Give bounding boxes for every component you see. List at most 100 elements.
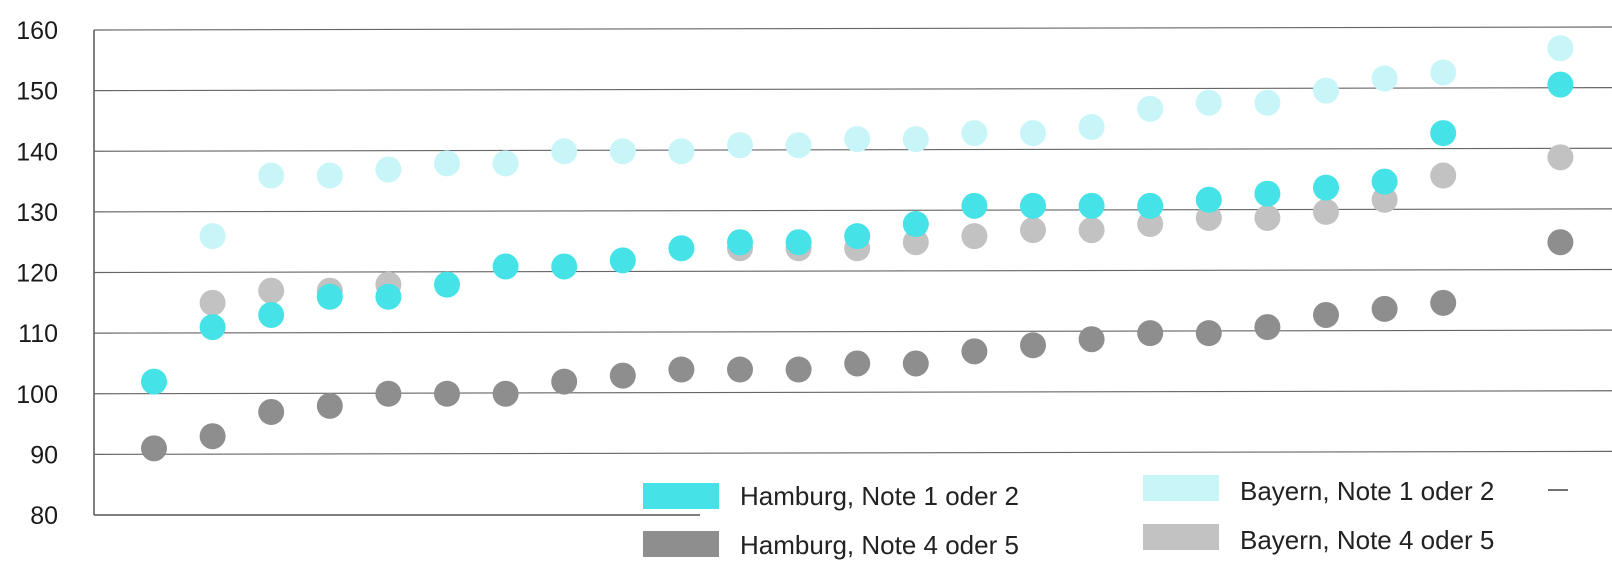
data-point-bayern-note-1-oder-2 [375,156,402,183]
legend-swatch-hamburg-note-1-oder-2 [643,483,719,509]
data-point-bayern-note-1-oder-2 [1020,120,1046,147]
y-tick-label: 150 [16,78,58,106]
data-point-bayern-note-4-oder-5 [902,229,929,256]
data-point-bayern-note-4-oder-5 [1137,211,1164,237]
legend-label-bayern-note-1-oder-2: Bayern, Note 1 oder 2 [1240,476,1494,506]
data-point-hamburg-note-1-oder-2 [375,283,402,310]
data-point-bayern-note-1-oder-2 [668,138,695,165]
data-point-hamburg-note-4-oder-5 [727,356,753,383]
chart-grid [93,26,1612,516]
data-point-hamburg-note-4-oder-5 [316,392,343,419]
data-point-bayern-note-1-oder-2 [1254,89,1281,116]
data-point-bayern-note-1-oder-2 [609,138,636,165]
legend-label-hamburg-note-1-oder-2: Hamburg, Note 1 oder 2 [740,481,1019,511]
gridline [93,87,1612,92]
data-point-bayern-note-1-oder-2 [961,120,988,147]
data-point-hamburg-note-1-oder-2 [199,314,226,341]
data-point-hamburg-note-1-oder-2 [961,192,988,219]
data-point-bayern-note-1-oder-2 [258,162,285,189]
data-point-bayern-note-1-oder-2 [1137,95,1164,122]
data-point-hamburg-note-4-oder-5 [1195,320,1222,347]
data-point-hamburg-note-4-oder-5 [1547,229,1574,256]
data-point-hamburg-note-4-oder-5 [609,362,636,389]
gridline [93,268,1612,274]
data-point-hamburg-note-1-oder-2 [668,235,695,262]
legend-swatch-bayern-note-1-oder-2 [1143,475,1219,501]
data-point-hamburg-note-4-oder-5 [844,350,871,377]
data-point-hamburg-note-4-oder-5 [141,435,167,462]
data-point-hamburg-note-4-oder-5 [1254,314,1281,341]
data-point-bayern-note-4-oder-5 [1195,204,1222,231]
data-point-bayern-note-1-oder-2 [1547,35,1574,62]
data-point-bayern-note-1-oder-2 [551,138,578,165]
gridline [93,390,1612,395]
data-point-bayern-note-4-oder-5 [1430,162,1457,189]
y-tick-label: 140 [16,138,58,166]
data-point-hamburg-note-4-oder-5 [551,368,578,395]
data-point-hamburg-note-4-oder-5 [1371,295,1398,322]
data-point-bayern-note-4-oder-5 [258,277,285,304]
data-point-hamburg-note-1-oder-2 [1020,192,1046,219]
data-point-bayern-note-1-oder-2 [1430,59,1457,86]
data-point-bayern-note-1-oder-2 [902,126,929,153]
data-point-hamburg-note-1-oder-2 [551,253,578,280]
legend-swatch-hamburg-note-4-oder-5 [643,531,719,557]
data-point-bayern-note-1-oder-2 [199,223,226,250]
y-tick-label: 110 [18,320,58,348]
data-point-bayern-note-4-oder-5 [1020,217,1046,244]
data-point-bayern-note-4-oder-5 [199,289,226,316]
data-point-hamburg-note-1-oder-2 [785,229,812,256]
data-point-hamburg-note-4-oder-5 [1137,320,1164,347]
data-point-hamburg-note-1-oder-2 [727,229,753,256]
y-tick-label: 160 [16,17,58,45]
data-point-hamburg-note-4-oder-5 [1078,326,1105,353]
legend-swatch-bayern-note-4-oder-5 [1143,524,1219,550]
data-point-hamburg-note-4-oder-5 [961,338,988,365]
data-point-bayern-note-4-oder-5 [961,223,988,250]
data-point-bayern-note-4-oder-5 [1547,144,1574,171]
data-point-hamburg-note-1-oder-2 [609,247,636,274]
data-point-hamburg-note-1-oder-2 [258,301,285,328]
data-point-bayern-note-1-oder-2 [1078,114,1105,140]
y-axis: 80 90 100 110 120 130 140 150 160 [16,17,58,530]
data-point-bayern-note-1-oder-2 [1313,77,1339,104]
data-point-hamburg-note-1-oder-2 [1195,186,1222,213]
data-point-hamburg-note-1-oder-2 [1078,192,1105,219]
data-point-bayern-note-4-oder-5 [1254,204,1281,231]
legend-label-hamburg-note-4-oder-5: Hamburg, Note 4 oder 5 [740,530,1019,560]
data-point-hamburg-note-1-oder-2 [1371,168,1398,195]
data-point-bayern-note-1-oder-2 [844,126,871,153]
data-point-hamburg-note-4-oder-5 [375,380,402,407]
gridline [93,208,1612,213]
data-point-hamburg-note-1-oder-2 [492,253,519,280]
y-tick-label: 80 [30,502,58,530]
data-point-hamburg-note-1-oder-2 [902,211,929,237]
data-point-hamburg-note-1-oder-2 [1254,180,1281,207]
data-point-bayern-note-4-oder-5 [1371,186,1398,213]
legend-label-bayern-note-4-oder-5: Bayern, Note 4 oder 5 [1240,525,1494,555]
data-point-hamburg-note-4-oder-5 [1430,289,1457,316]
data-point-hamburg-note-4-oder-5 [492,380,519,407]
data-point-bayern-note-1-oder-2 [785,132,812,159]
data-point-hamburg-note-1-oder-2 [1313,174,1339,201]
y-tick-label: 120 [16,260,58,288]
y-tick-label: 100 [16,381,58,409]
data-point-hamburg-note-1-oder-2 [141,368,167,395]
gridline [93,329,1612,334]
data-point-hamburg-note-1-oder-2 [844,223,871,250]
data-point-hamburg-note-4-oder-5 [668,356,695,383]
data-point-hamburg-note-1-oder-2 [1137,192,1164,219]
gridline [93,26,1612,31]
data-point-hamburg-note-4-oder-5 [1313,301,1339,328]
data-point-hamburg-note-1-oder-2 [316,283,343,310]
data-point-bayern-note-1-oder-2 [1371,65,1398,92]
data-point-bayern-note-1-oder-2 [434,150,460,177]
data-point-hamburg-note-4-oder-5 [785,356,812,383]
data-points [141,35,1574,462]
data-point-hamburg-note-4-oder-5 [1020,332,1046,359]
data-point-bayern-note-1-oder-2 [316,162,343,189]
data-point-hamburg-note-1-oder-2 [1430,120,1457,147]
data-point-hamburg-note-4-oder-5 [434,380,460,407]
y-tick-label: 90 [30,441,58,469]
